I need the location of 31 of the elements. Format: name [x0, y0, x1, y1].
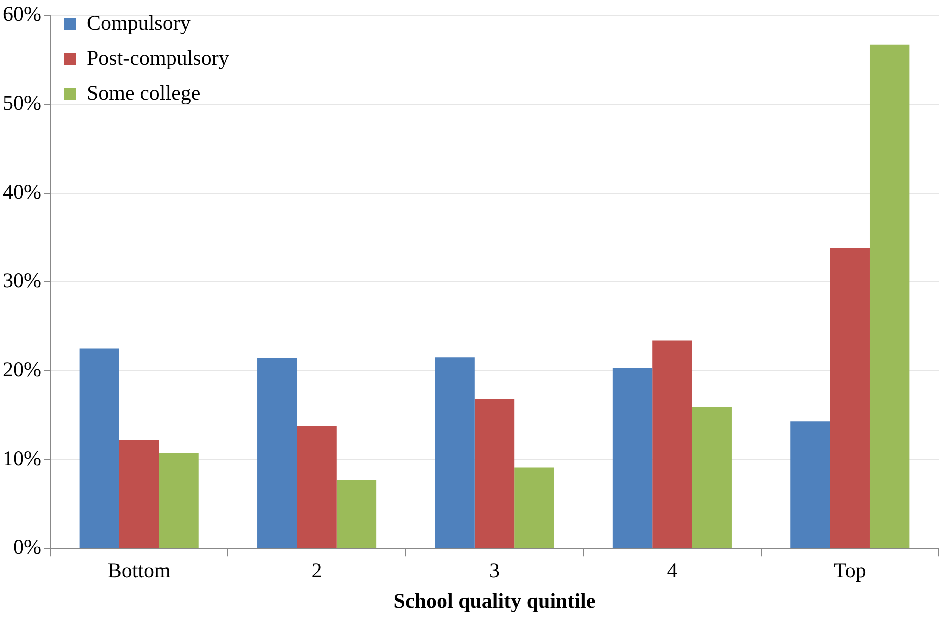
legend-label: Compulsory: [86, 11, 192, 36]
bar: [692, 407, 732, 548]
x-tick-label: 2: [312, 558, 322, 583]
x-tick-label: Bottom: [108, 558, 171, 583]
y-tick-label: 40%: [2, 180, 42, 204]
y-tick-label: 50%: [2, 90, 42, 115]
legend-label: Post-compulsory: [86, 46, 230, 70]
x-tick-label: 3: [489, 558, 500, 583]
x-tick-label: 4: [667, 558, 678, 583]
bar: [514, 468, 554, 548]
bar: [612, 368, 653, 548]
bar: [336, 480, 377, 548]
bar: [830, 248, 870, 548]
y-tick-label: 20%: [2, 357, 42, 382]
y-tick-label: 10%: [2, 446, 42, 470]
bar: [435, 358, 475, 548]
bar: [120, 440, 160, 548]
y-tick-label: 60%: [2, 2, 42, 26]
x-tick-label: Top: [834, 558, 866, 583]
bar: [258, 358, 298, 548]
y-tick-label: 30%: [2, 268, 42, 293]
bar: [474, 399, 515, 548]
bar: [790, 422, 830, 548]
bar: [652, 340, 692, 548]
bar: [870, 44, 910, 548]
bar: [159, 454, 199, 548]
bar: [80, 348, 120, 548]
x-axis-title: School quality quintile: [394, 588, 596, 613]
y-tick-label: 0%: [13, 535, 42, 560]
bar: [297, 426, 337, 548]
legend-label: Some college: [86, 81, 201, 106]
